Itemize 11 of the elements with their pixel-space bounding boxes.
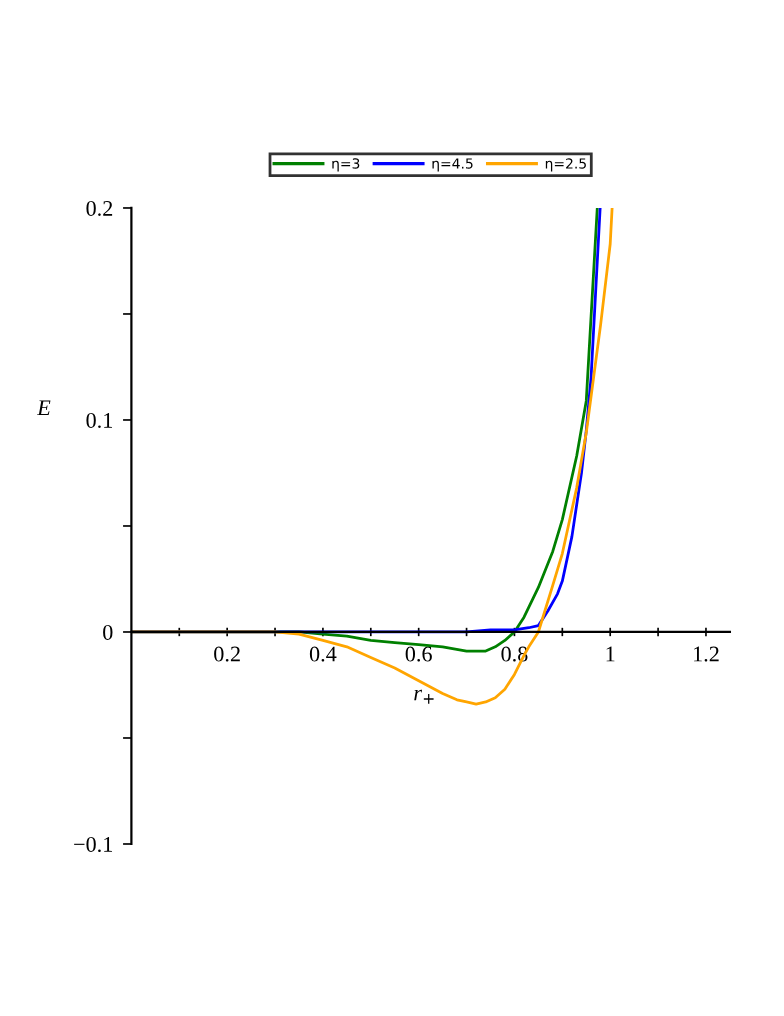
y-tick-label: −0.1: [74, 836, 113, 853]
x-tick-label: 1.2: [694, 646, 719, 662]
y-axis-title: E: [36, 400, 51, 416]
x-tick-label: 0.6: [405, 646, 432, 662]
x-tick-label: 0.2: [214, 646, 240, 662]
y-tick-label: 0.1: [86, 412, 113, 429]
y-tick-label: 0: [103, 624, 113, 640]
x-axis-title: r$_{+}$: [414, 689, 434, 704]
x-tick-label: 0.4: [309, 646, 337, 662]
x-tick-label: 1: [606, 646, 615, 662]
y-tick-label: 0.2: [86, 200, 113, 216]
